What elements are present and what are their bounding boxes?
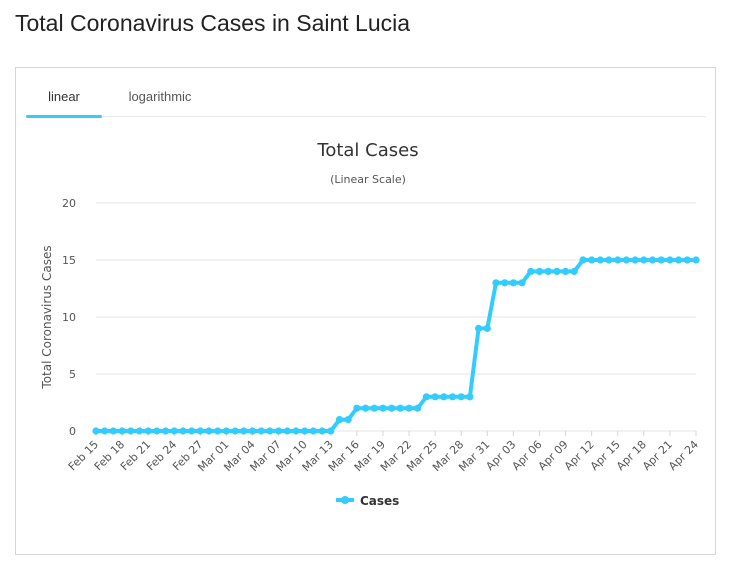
data-point xyxy=(422,393,430,401)
data-point xyxy=(414,404,422,412)
data-point xyxy=(666,256,674,264)
data-point xyxy=(248,427,257,435)
data-point xyxy=(162,427,170,435)
series-cases xyxy=(92,256,700,435)
data-point xyxy=(596,256,604,264)
data-point xyxy=(275,427,283,435)
data-point xyxy=(640,256,648,264)
data-point xyxy=(292,427,300,435)
data-point xyxy=(562,267,570,275)
data-point xyxy=(440,393,448,401)
data-point xyxy=(605,256,613,264)
y-tick-labels: 0 5 10 15 20 xyxy=(62,197,76,438)
page-title: Total Coronavirus Cases in Saint Lucia xyxy=(15,10,411,36)
data-point xyxy=(518,279,526,287)
data-point xyxy=(675,256,683,264)
data-point xyxy=(362,404,370,412)
data-point xyxy=(118,427,126,435)
chart-subtitle: (Linear Scale) xyxy=(330,173,406,186)
chart-title: Total Cases xyxy=(316,140,418,161)
data-point xyxy=(509,279,517,287)
data-point xyxy=(127,427,135,435)
data-point xyxy=(196,427,204,435)
grid-lines xyxy=(96,202,696,432)
data-point xyxy=(327,427,335,435)
data-point xyxy=(379,404,387,412)
data-point xyxy=(692,256,700,264)
data-point xyxy=(214,427,222,435)
data-point xyxy=(535,267,544,275)
data-point xyxy=(466,393,474,401)
chart-panel: linear logarithmic Total Cases (Linear S… xyxy=(15,67,716,555)
legend[interactable]: Cases xyxy=(336,494,399,508)
data-point xyxy=(622,256,631,264)
data-point xyxy=(170,427,178,435)
scale-tabs: linear logarithmic xyxy=(26,68,706,118)
data-point xyxy=(257,427,265,435)
data-point xyxy=(318,427,326,435)
data-point xyxy=(301,427,309,435)
data-point xyxy=(92,427,100,435)
data-point xyxy=(101,427,109,435)
tab-linear[interactable]: linear xyxy=(26,68,102,118)
data-point xyxy=(135,427,144,435)
data-point xyxy=(153,427,161,435)
data-point xyxy=(396,404,404,412)
data-point xyxy=(492,279,500,287)
data-point xyxy=(683,256,691,264)
y-tick-label: 20 xyxy=(62,197,76,210)
data-point xyxy=(405,404,413,412)
data-point xyxy=(344,416,352,424)
cases-line-chart: Total Cases (Linear Scale) Total Coronav… xyxy=(40,140,701,508)
data-point xyxy=(266,427,274,435)
y-tick-label: 0 xyxy=(69,425,76,438)
data-point xyxy=(205,427,213,435)
data-point xyxy=(648,256,657,264)
data-point xyxy=(501,279,509,287)
data-point xyxy=(579,256,587,264)
data-point xyxy=(179,427,187,435)
tab-linear-label: linear xyxy=(48,89,80,104)
data-point xyxy=(448,393,457,401)
data-point xyxy=(553,267,561,275)
series-line-cases xyxy=(96,258,696,433)
data-point xyxy=(483,324,491,332)
data-point xyxy=(188,427,196,435)
data-point xyxy=(431,393,439,401)
data-point xyxy=(309,427,317,435)
tab-active-underline xyxy=(26,115,102,118)
data-point xyxy=(222,427,230,435)
legend-marker-dot xyxy=(341,496,349,504)
legend-label-cases: Cases xyxy=(360,494,399,508)
data-point xyxy=(631,256,639,264)
y-tick-label: 15 xyxy=(62,254,76,267)
y-axis-label: Total Coronavirus Cases xyxy=(40,245,54,389)
data-point xyxy=(370,404,378,412)
data-point xyxy=(527,267,535,275)
data-point xyxy=(109,427,117,435)
data-point xyxy=(457,393,465,401)
data-point xyxy=(144,427,152,435)
data-point xyxy=(283,427,291,435)
data-point xyxy=(353,404,361,412)
y-tick-label: 5 xyxy=(69,368,76,381)
data-point xyxy=(657,256,665,264)
data-point xyxy=(240,427,248,435)
data-point xyxy=(475,324,483,332)
data-point xyxy=(231,427,239,435)
data-point xyxy=(388,404,396,412)
tab-logarithmic-label: logarithmic xyxy=(128,89,192,104)
data-point xyxy=(570,267,578,275)
data-point xyxy=(335,416,344,424)
data-point xyxy=(544,267,552,275)
data-point xyxy=(614,256,622,264)
x-tick-label: Apr 24 xyxy=(666,438,701,473)
y-tick-label: 10 xyxy=(62,311,76,324)
data-point xyxy=(588,256,596,264)
tab-logarithmic[interactable]: logarithmic xyxy=(120,68,200,116)
